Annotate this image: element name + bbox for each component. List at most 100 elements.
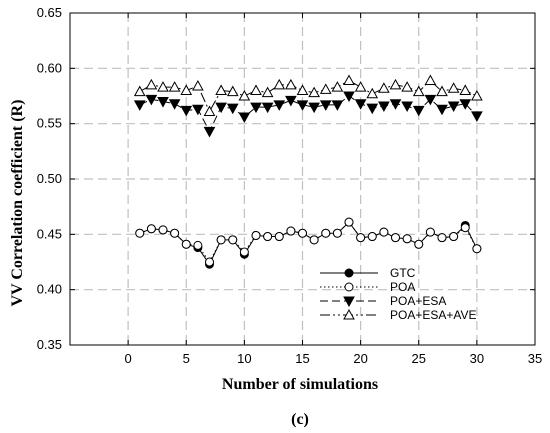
data-point [250, 102, 262, 114]
data-point [170, 228, 180, 238]
data-point [146, 224, 156, 234]
data-point [412, 105, 425, 117]
x-tick-label: 30 [470, 351, 484, 366]
data-point [354, 81, 367, 92]
data-point [436, 85, 448, 97]
data-point [356, 233, 366, 243]
data-point [180, 105, 193, 117]
data-point [391, 233, 400, 243]
data-point [205, 257, 214, 267]
x-tick-label: 20 [353, 351, 367, 366]
data-point [168, 99, 181, 110]
data-point [228, 235, 238, 245]
grid-lines [70, 13, 535, 345]
data-point [296, 100, 309, 111]
data-point [389, 99, 402, 110]
data-point [460, 223, 470, 233]
panel-label: (c) [291, 411, 309, 428]
series-line [139, 95, 478, 133]
y-tick-label: 0.35 [37, 337, 62, 352]
x-tick-label: 0 [125, 351, 132, 366]
data-point [157, 97, 169, 108]
data-point [389, 78, 402, 90]
data-point [319, 100, 332, 111]
data-point [379, 227, 389, 237]
data-point [471, 89, 483, 101]
data-point [238, 89, 251, 101]
legend-label: GTC [390, 266, 416, 280]
data-point [192, 80, 204, 91]
axis-ticks: 0 5 10 15 20 25 30 35 0.35 0.40 0.45 0.50 0.55 0.60 0.… [37, 5, 543, 366]
data-point [261, 86, 274, 98]
data-point [251, 230, 261, 240]
x-tick-label: 15 [295, 351, 309, 366]
y-tick-label: 0.50 [37, 171, 62, 186]
data-point [263, 232, 273, 242]
data-point [215, 102, 227, 114]
data-point [250, 84, 262, 95]
data-point [424, 94, 437, 106]
x-tick-label: 35 [528, 351, 542, 366]
y-tick-label: 0.65 [37, 5, 62, 20]
data-point [145, 94, 158, 106]
data-point [447, 101, 460, 112]
data-point [331, 81, 344, 92]
data-point [215, 84, 227, 95]
data-point [437, 233, 447, 243]
data-point [319, 83, 332, 94]
data-point [471, 111, 483, 122]
data-point [239, 247, 249, 257]
data-point [226, 103, 239, 115]
y-tick-label: 0.45 [37, 226, 62, 241]
data-point [193, 240, 203, 250]
x-tick-label: 25 [412, 351, 426, 366]
data-point [308, 102, 320, 114]
legend-marker [343, 308, 355, 320]
data-point [447, 82, 460, 93]
legend-marker [344, 282, 354, 292]
data-point [332, 228, 342, 238]
data-point [180, 84, 193, 95]
series-layer [133, 74, 483, 269]
data-point [436, 104, 448, 116]
data-point [472, 244, 482, 254]
data-point [414, 239, 424, 249]
data-point [261, 102, 274, 114]
data-point [285, 78, 297, 90]
x-axis-label: Number of simulations [222, 376, 378, 393]
data-point [226, 85, 239, 97]
x-tick-label: 10 [237, 351, 251, 366]
data-point [238, 112, 251, 124]
series-poa-esa [133, 91, 483, 138]
data-point [343, 74, 355, 86]
data-point [425, 227, 435, 237]
data-point [135, 228, 145, 238]
data-point [401, 81, 413, 92]
y-tick-label: 0.60 [37, 60, 62, 75]
data-point [133, 85, 146, 97]
data-point [459, 84, 472, 95]
data-point [158, 225, 168, 235]
data-point [402, 234, 412, 244]
series-poa [135, 217, 482, 267]
y-tick-label: 0.55 [37, 116, 62, 131]
data-point [366, 103, 379, 115]
data-point [308, 86, 320, 98]
legend-label: POA+ESA+AVE [390, 308, 477, 322]
legend-marker [344, 268, 354, 278]
data-point [331, 100, 344, 111]
data-point [274, 232, 284, 242]
data-point [273, 78, 286, 90]
y-axis-label: VV Correlation coefficient (R) [9, 100, 26, 307]
data-point [343, 91, 355, 103]
data-point [168, 81, 181, 92]
data-point [157, 81, 169, 92]
x-tick-label: 5 [183, 351, 190, 366]
series-poa-esa-ave [133, 74, 483, 116]
data-point [145, 78, 158, 90]
data-point [378, 82, 390, 93]
data-point [298, 228, 307, 238]
data-point [203, 126, 216, 138]
